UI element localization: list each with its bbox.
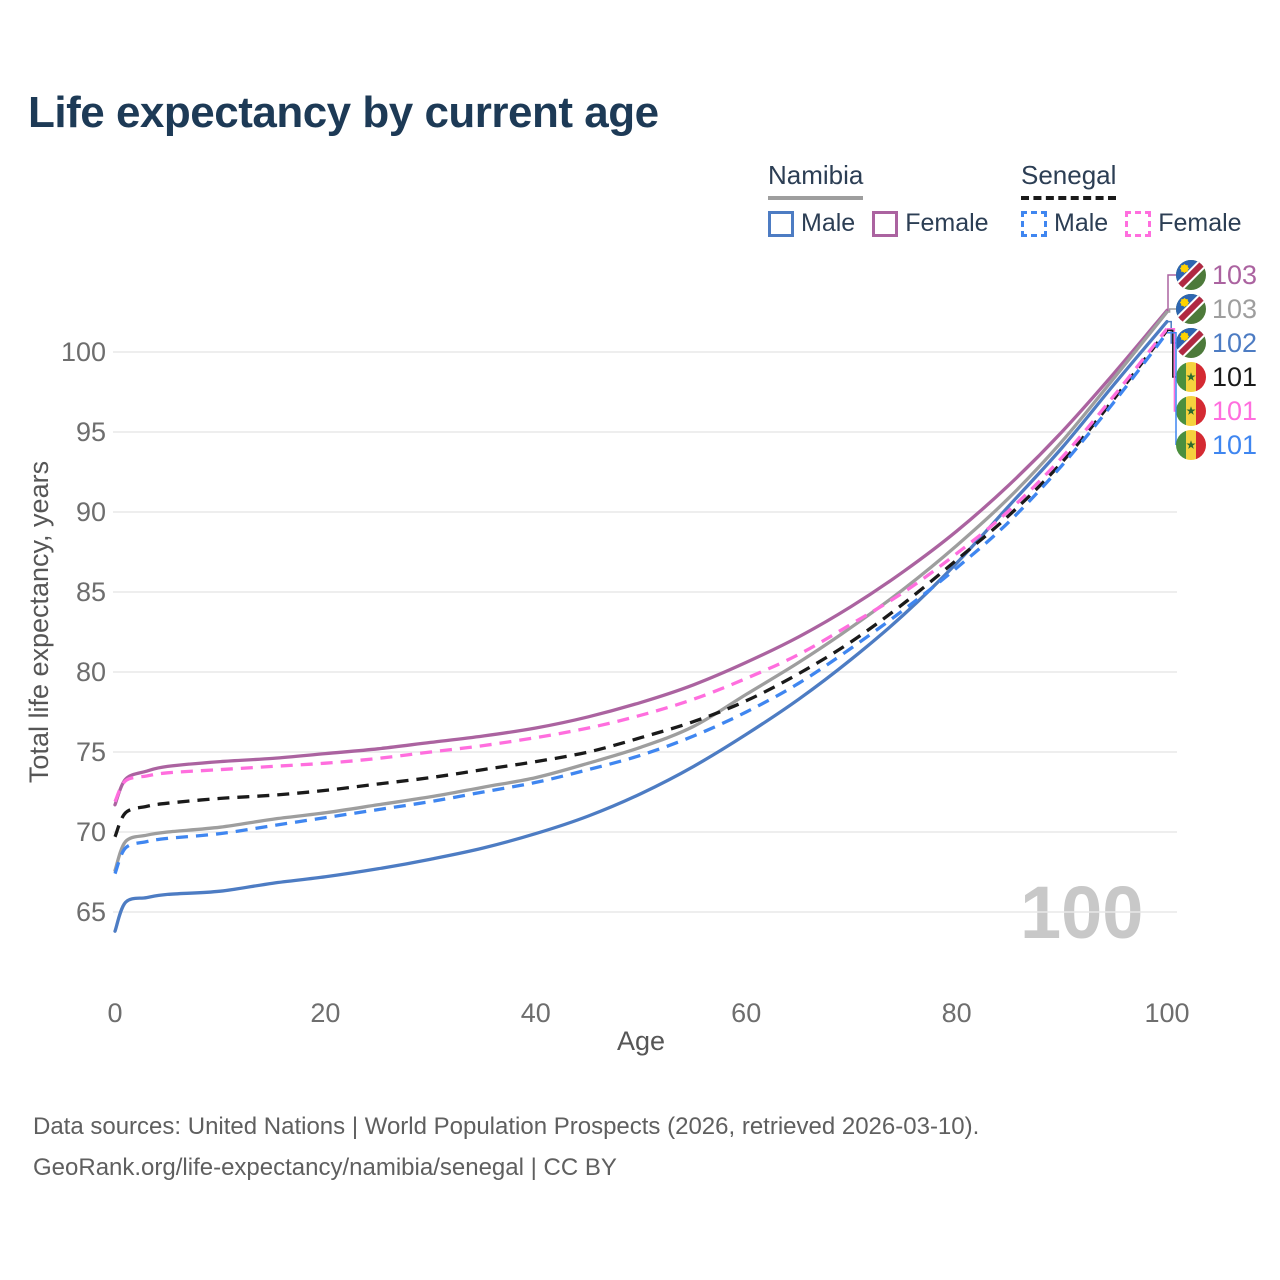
x-axis-title: Age: [617, 1026, 665, 1056]
x-tick-label: 20: [310, 998, 340, 1028]
footer: Data sources: United Nations | World Pop…: [33, 1106, 979, 1188]
y-tick-label: 65: [76, 897, 106, 927]
legend-group-namibia: Namibia Male Female: [768, 160, 989, 238]
x-tick-label: 80: [942, 998, 972, 1028]
end-value-label-senegal_total: 101: [1212, 362, 1257, 392]
legend-group-senegal: Senegal Male Female: [1021, 160, 1242, 238]
legend-country-namibia: Namibia: [768, 160, 864, 200]
legend-item-label: Female: [1158, 209, 1242, 237]
namibia-female-swatch-icon: [872, 210, 899, 237]
y-tick-label: 100: [61, 337, 106, 367]
legend-item-namibia-female[interactable]: Female: [872, 209, 989, 238]
life-expectancy-chart: 100 65 70 75 80 85 90 95 100 0 20 40 60 80 100 Total …: [24, 0, 1257, 1056]
senegal-flag-icon: [1176, 430, 1206, 460]
x-tick-label: 100: [1144, 998, 1189, 1028]
leader-line-senegal_female: [1167, 328, 1176, 412]
end-value-label-namibia_female: 103: [1212, 260, 1257, 290]
end-value-label-senegal_male: 101: [1212, 430, 1257, 460]
series-line-namibia_male[interactable]: [113, 319, 1169, 933]
legend-item-label: Male: [801, 209, 856, 237]
legend-item-namibia-male[interactable]: Male: [768, 209, 855, 238]
namibia-flag-icon: [1176, 260, 1206, 290]
y-tick-label: 75: [76, 737, 106, 767]
series-lines: [113, 308, 1169, 933]
series-line-senegal_female[interactable]: [113, 327, 1169, 803]
series-line-senegal_total[interactable]: [113, 329, 1169, 838]
y-tick-label: 95: [76, 417, 106, 447]
page-title: Life expectancy by current age: [28, 88, 659, 137]
y-tick-label: 70: [76, 817, 106, 847]
series-line-namibia_female[interactable]: [113, 308, 1169, 807]
senegal-female-swatch-icon: [1125, 210, 1152, 237]
x-tick-label: 60: [731, 998, 761, 1028]
gridlines-and-ticks: 65 70 75 80 85 90 95 100 0 20 40 60 80 100: [61, 337, 1190, 1028]
namibia-flag-icon: [1176, 328, 1206, 358]
leader-line-senegal_male: [1167, 332, 1177, 445]
leader-line-namibia_female: [1167, 274, 1176, 312]
footer-data-sources: Data sources: United Nations | World Pop…: [33, 1113, 980, 1140]
namibia-male-swatch-icon: [768, 210, 794, 237]
y-axis-title: Total life expectancy, years: [24, 461, 54, 783]
legend-item-label: Female: [905, 209, 989, 237]
y-tick-label: 80: [76, 657, 106, 687]
legend-country-senegal: Senegal: [1021, 160, 1117, 200]
y-tick-label: 85: [76, 577, 106, 607]
senegal-flag-icon: [1176, 396, 1206, 426]
legend-item-senegal-female[interactable]: Female: [1125, 209, 1242, 238]
x-tick-label: 0: [107, 998, 122, 1028]
end-value-label-namibia_total: 103: [1212, 294, 1257, 324]
legend-item-label: Male: [1054, 209, 1109, 237]
series-line-namibia_total[interactable]: [113, 310, 1169, 873]
senegal-male-swatch-icon: [1021, 210, 1047, 237]
namibia-flag-icon: [1176, 294, 1206, 324]
leader-line-namibia_total: [1167, 308, 1176, 313]
end-value-label-namibia_male: 102: [1212, 328, 1257, 358]
end-value-label-senegal_female: 101: [1212, 396, 1257, 426]
end-annotations: 103 103 102 101 101 101: [1167, 260, 1257, 460]
senegal-flag-icon: [1176, 362, 1206, 392]
footer-attribution: GeoRank.org/life-expectancy/namibia/sene…: [33, 1154, 617, 1181]
x-tick-label: 40: [521, 998, 551, 1028]
y-tick-label: 90: [76, 497, 106, 527]
legend-item-senegal-male[interactable]: Male: [1021, 209, 1108, 238]
